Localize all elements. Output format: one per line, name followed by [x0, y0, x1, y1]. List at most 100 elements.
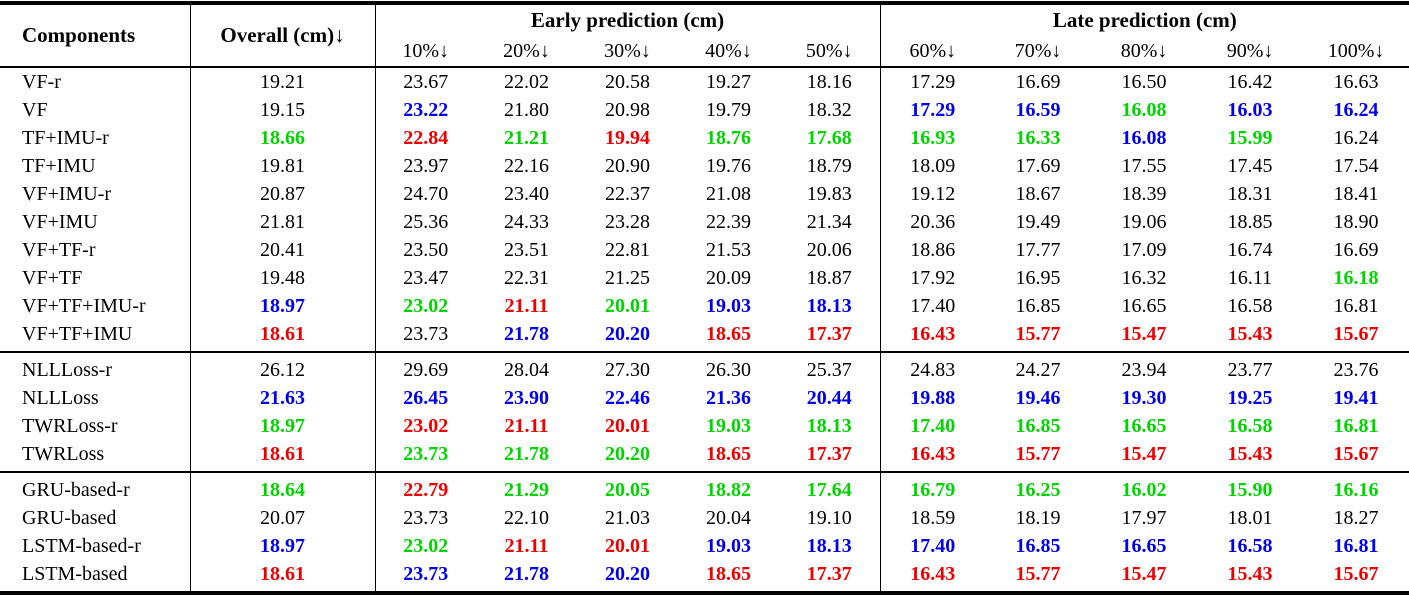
value-cell: 28.04	[476, 351, 577, 384]
value-cell: 18.61	[189, 440, 375, 472]
value-cell: 27.30	[577, 351, 678, 384]
value-cell: 18.97	[189, 532, 375, 560]
value-cell: 20.98	[605, 98, 650, 121]
component-name: NLLLoss-r	[0, 351, 190, 384]
value-cell: 18.31	[1227, 182, 1273, 205]
component-name: VF+TF+IMU	[22, 322, 133, 345]
value-cell: 23.28	[605, 210, 650, 233]
value-cell: 21.21	[504, 126, 549, 149]
value-cell: 15.43	[1227, 562, 1273, 585]
value-cell: 17.29	[879, 96, 986, 124]
value-cell: 23.94	[1091, 351, 1198, 384]
value-cell: 16.79	[879, 471, 986, 504]
value-cell: 18.64	[189, 471, 375, 504]
value-cell: 16.50	[1121, 70, 1167, 93]
value-cell: 18.59	[879, 504, 986, 532]
value-cell: 16.65	[1121, 294, 1167, 317]
value-cell: 16.69	[1333, 238, 1379, 261]
header-col-20%: 20%↓	[476, 36, 577, 68]
value-cell: 18.09	[879, 152, 986, 180]
percent-label: 50%	[805, 39, 843, 62]
value-cell: 17.40	[879, 292, 986, 320]
value-cell: 16.85	[1015, 534, 1061, 557]
value-cell: 19.06	[1121, 210, 1167, 233]
value-cell: 15.77	[1015, 562, 1061, 585]
value-cell: 17.37	[806, 562, 852, 585]
table-row: LSTM-based 18.61 23.73 21.78 20.20 18.65 17.37…	[0, 560, 1409, 593]
percent-label: 30%	[604, 39, 641, 62]
down-arrow-icon: ↓	[640, 39, 651, 62]
value-cell: 18.16	[806, 70, 852, 93]
component-name: GRU-based-r	[0, 471, 190, 504]
value-cell: 15.99	[1227, 126, 1273, 149]
value-cell: 15.47	[1121, 322, 1167, 345]
down-arrow-icon: ↓	[539, 39, 550, 62]
value-cell: 20.01	[605, 294, 650, 317]
value-cell: 23.77	[1197, 351, 1304, 384]
value-cell: 16.18	[1333, 266, 1379, 289]
value-cell: 20.01	[605, 414, 650, 437]
value-cell: 19.83	[806, 182, 852, 205]
value-cell: 20.20	[605, 442, 650, 465]
value-cell: 18.97	[189, 412, 375, 440]
value-cell: 18.32	[806, 98, 852, 121]
value-cell: 22.39	[706, 210, 751, 233]
value-cell: 18.85	[1227, 210, 1273, 233]
value-cell: 16.93	[879, 124, 986, 152]
value-cell: 25.37	[779, 351, 881, 384]
table-row: LSTM-based-r 18.97 23.02 21.11 20.01 19.03 18.…	[0, 532, 1409, 560]
header-col-50%: 50%↓	[779, 36, 881, 68]
value-cell: 17.69	[1015, 154, 1061, 177]
value-cell: 16.58	[1227, 294, 1273, 317]
value-cell: 20.05	[577, 471, 678, 504]
table-row: TF+IMU 19.81 23.97 22.16 20.90 19.76 18.79 18.0…	[0, 152, 1409, 180]
table-row: VF+IMU-r 20.87 24.70 23.40 22.37 21.08 19.83 19…	[0, 180, 1409, 208]
value-cell: 26.45	[374, 384, 476, 412]
value-cell: 23.51	[504, 238, 549, 261]
value-cell: 22.79	[374, 471, 476, 504]
value-cell: 16.65	[1121, 414, 1167, 437]
value-cell: 21.78	[504, 322, 549, 345]
value-cell: 22.81	[605, 238, 650, 261]
value-cell: 16.25	[985, 471, 1092, 504]
value-cell: 23.47	[374, 264, 476, 292]
value-cell: 24.70	[374, 180, 476, 208]
value-cell: 23.22	[374, 96, 476, 124]
header-col-30%: 30%↓	[577, 36, 678, 68]
value-cell: 18.65	[706, 322, 751, 345]
value-cell: 18.65	[706, 442, 751, 465]
value-cell: 16.69	[1015, 70, 1061, 93]
header-components: Components	[0, 3, 190, 68]
component-name: LSTM-based-r	[22, 534, 141, 557]
value-cell: 21.08	[706, 182, 751, 205]
value-cell: 25.36	[374, 208, 476, 236]
value-cell: 17.92	[879, 264, 986, 292]
value-cell: 20.36	[879, 208, 986, 236]
value-cell: 19.94	[605, 126, 650, 149]
component-name: VF-r	[22, 70, 61, 93]
value-cell: 21.53	[706, 238, 751, 261]
value-cell: 16.85	[1015, 294, 1061, 317]
percent-label: 100%	[1327, 39, 1375, 62]
value-cell: 21.78	[504, 442, 549, 465]
component-name: NLLLoss	[22, 386, 99, 409]
value-cell: 16.74	[1227, 238, 1273, 261]
value-cell: 16.32	[1121, 266, 1167, 289]
component-name: TWRLoss-r	[22, 414, 118, 437]
table-row: GRU-based 20.07 23.73 22.10 21.03 20.04 19.10 1…	[0, 504, 1409, 532]
value-cell: 19.88	[879, 384, 986, 412]
value-cell: 22.10	[504, 506, 549, 529]
value-cell: 15.77	[1015, 442, 1061, 465]
value-cell: 15.77	[1015, 322, 1061, 345]
value-cell: 15.43	[1227, 442, 1273, 465]
value-cell: 18.97	[189, 292, 375, 320]
value-cell: 15.67	[1333, 562, 1379, 585]
value-cell: 23.90	[504, 386, 549, 409]
value-cell: 21.11	[504, 534, 549, 557]
value-cell: 15.47	[1121, 442, 1167, 465]
value-cell: 22.16	[504, 154, 549, 177]
component-name: VF+IMU	[22, 210, 98, 233]
table-row: TWRLoss 18.61 23.73 21.78 20.20 18.65 17.37 16.…	[0, 440, 1409, 472]
value-cell: 24.27	[985, 351, 1092, 384]
